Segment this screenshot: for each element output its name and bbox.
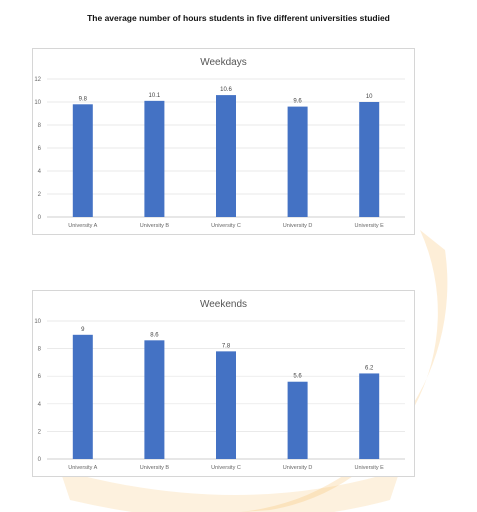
weekdays-chart: Weekdays 0 2 4 6 8 10 12 9.8 University A 10.1 Univ… [32,48,415,235]
bar-university-d [287,106,308,217]
y-tick-label: 4 [38,169,42,175]
data-label: 6.2 [365,365,374,371]
data-label: 10.6 [220,87,232,93]
x-tick-label: University A [68,465,97,471]
bar-university-e [359,373,380,459]
weekdays-chart-svg: Weekdays 0 2 4 6 8 10 12 9.8 University A 10.1 Univ… [34,57,405,229]
x-tick-label: University B [140,465,170,471]
data-label: 10.1 [149,93,161,99]
data-label: 10 [366,94,373,100]
y-tick-label: 8 [38,123,42,129]
x-tick-label: University D [283,223,313,229]
y-tick-label: 2 [38,192,42,198]
y-tick-label: 10 [34,100,41,106]
y-tick-label: 6 [38,146,42,152]
weekends-chart: Weekends 0 2 4 6 8 10 9 University A 8.6 Universit… [32,290,415,477]
x-tick-label: University C [211,465,241,471]
bar-university-e [359,102,380,217]
y-tick-label: 4 [38,402,42,408]
bar-university-b [144,340,165,459]
weekends-chart-svg: Weekends 0 2 4 6 8 10 9 University A 8.6 Universit… [34,299,405,471]
data-label: 9 [81,327,85,333]
page-title: The average number of hours students in … [87,13,390,23]
y-tick-label: 2 [38,429,42,435]
bar-university-b [144,100,165,217]
bar-university-c [216,95,236,217]
bar-university-d [287,381,308,459]
y-tick-label: 10 [34,319,41,325]
chart-title: Weekdays [200,57,247,68]
data-label: 5.6 [293,374,302,380]
data-label: 8.6 [150,332,159,338]
x-tick-label: University D [283,465,313,471]
bar-university-c [216,351,236,459]
data-label: 9.8 [79,96,88,102]
data-label: 9.6 [293,99,302,105]
y-tick-label: 12 [34,77,41,83]
x-tick-label: University C [211,223,241,229]
bar-university-a [72,104,93,217]
chart-title: Weekends [200,299,247,310]
bar-university-a [72,334,93,459]
y-tick-label: 0 [38,457,42,463]
y-tick-label: 6 [38,374,42,380]
data-label: 7.8 [222,343,231,349]
y-tick-label: 8 [38,347,42,353]
y-tick-label: 0 [38,215,42,221]
x-tick-label: University B [140,223,170,229]
x-tick-label: University A [68,223,97,229]
x-tick-label: University E [355,223,385,229]
x-tick-label: University E [355,465,385,471]
